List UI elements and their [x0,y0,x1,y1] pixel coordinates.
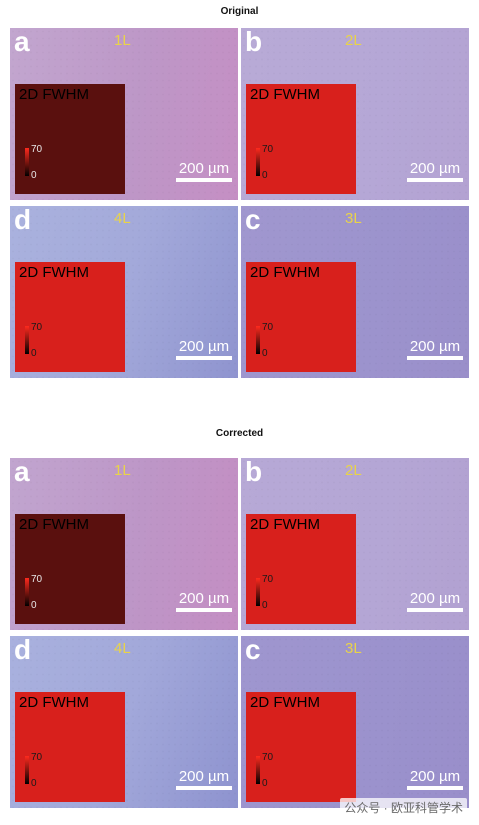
scale-bar: 200 µm [407,160,463,182]
colorbar-max: 70 [31,322,43,333]
fwhm-map-inset: 2D FWHM 70 0 [15,514,125,624]
colorbar [256,756,260,784]
scale-bar-label: 200 µm [178,160,230,177]
scale-bar-label: 200 µm [409,338,461,355]
scale-bar: 200 µm [176,590,232,612]
scale-bar: 200 µm [407,590,463,612]
scale-bar-line [407,356,463,360]
colorbar [25,756,29,784]
panel-corrected-b: b 2L 2D FWHM 70 0 200 µm [241,458,469,630]
colorbar-min: 0 [31,348,37,359]
layer-label: 4L [114,640,131,657]
scale-bar-line [176,608,232,612]
panel-letter: b [245,458,263,487]
colorbar-min: 0 [31,170,37,181]
fwhm-map-inset: 2D FWHM 70 0 [246,84,356,194]
colorbar [256,578,260,606]
colorbar-min: 0 [262,170,268,181]
inset-title: 2D FWHM [250,86,320,103]
panel-letter: b [245,28,263,57]
scale-bar-line [176,356,232,360]
scale-bar-line [407,786,463,790]
colorbar [25,326,29,354]
inset-title: 2D FWHM [19,694,89,711]
layer-label: 4L [114,210,131,227]
colorbar-min: 0 [262,600,268,611]
panel-letter: c [245,636,261,665]
colorbar [256,148,260,176]
colorbar-min: 0 [262,348,268,359]
scale-bar-line [407,608,463,612]
layer-label: 3L [345,640,362,657]
colorbar-max: 70 [262,752,274,763]
panel-letter: d [14,206,32,235]
fwhm-map-inset: 2D FWHM 70 0 [246,514,356,624]
layer-label: 3L [345,210,362,227]
scale-bar-label: 200 µm [409,590,461,607]
panel-corrected-a: a 1L 2D FWHM 70 0 200 µm [10,458,238,630]
fwhm-map-inset: 2D FWHM 70 0 [15,84,125,194]
scale-bar: 200 µm [407,768,463,790]
fwhm-map-inset: 2D FWHM 70 0 [15,262,125,372]
inset-title: 2D FWHM [250,264,320,281]
colorbar-max: 70 [31,144,43,155]
scale-bar-label: 200 µm [409,160,461,177]
layer-label: 2L [345,462,362,479]
panel-corrected-c: c 3L 2D FWHM 70 0 200 µm [241,636,469,808]
scale-bar: 200 µm [176,160,232,182]
scale-bar-label: 200 µm [409,768,461,785]
scale-bar-label: 200 µm [178,768,230,785]
panel-original-b: b 2L 2D FWHM 70 0 200 µm [241,28,469,200]
colorbar [25,578,29,606]
scale-bar-label: 200 µm [178,590,230,607]
panel-letter: a [14,458,30,487]
inset-title: 2D FWHM [19,516,89,533]
panel-letter: d [14,636,32,665]
scale-bar-label: 200 µm [178,338,230,355]
colorbar-max: 70 [31,574,43,585]
scale-bar-line [176,178,232,182]
layer-label: 2L [345,32,362,49]
panel-letter: a [14,28,30,57]
scale-bar: 200 µm [176,768,232,790]
watermark: 公众号 · 欧亚科管学术 [340,798,467,817]
fwhm-map-inset: 2D FWHM 70 0 [246,262,356,372]
colorbar-max: 70 [31,752,43,763]
colorbar-max: 70 [262,144,274,155]
section-title-original: Original [220,6,259,17]
layer-label: 1L [114,32,131,49]
colorbar-min: 0 [31,778,37,789]
inset-title: 2D FWHM [250,694,320,711]
panel-original-a: a 1L 2D FWHM 70 0 200 µm [10,28,238,200]
scale-bar: 200 µm [176,338,232,360]
colorbar-min: 0 [262,778,268,789]
colorbar [256,326,260,354]
inset-title: 2D FWHM [19,264,89,281]
panel-original-c: c 3L 2D FWHM 70 0 200 µm [241,206,469,378]
scale-bar-line [176,786,232,790]
inset-title: 2D FWHM [19,86,89,103]
layer-label: 1L [114,462,131,479]
panel-corrected-d: d 4L 2D FWHM 70 0 200 µm [10,636,238,808]
fwhm-map-inset: 2D FWHM 70 0 [15,692,125,802]
section-title-corrected: Corrected [215,428,264,439]
colorbar-min: 0 [31,600,37,611]
colorbar-max: 70 [262,574,274,585]
scale-bar: 200 µm [407,338,463,360]
panel-original-d: d 4L 2D FWHM 70 0 200 µm [10,206,238,378]
colorbar [25,148,29,176]
inset-title: 2D FWHM [250,516,320,533]
colorbar-max: 70 [262,322,274,333]
panel-letter: c [245,206,261,235]
scale-bar-line [407,178,463,182]
fwhm-map-inset: 2D FWHM 70 0 [246,692,356,802]
